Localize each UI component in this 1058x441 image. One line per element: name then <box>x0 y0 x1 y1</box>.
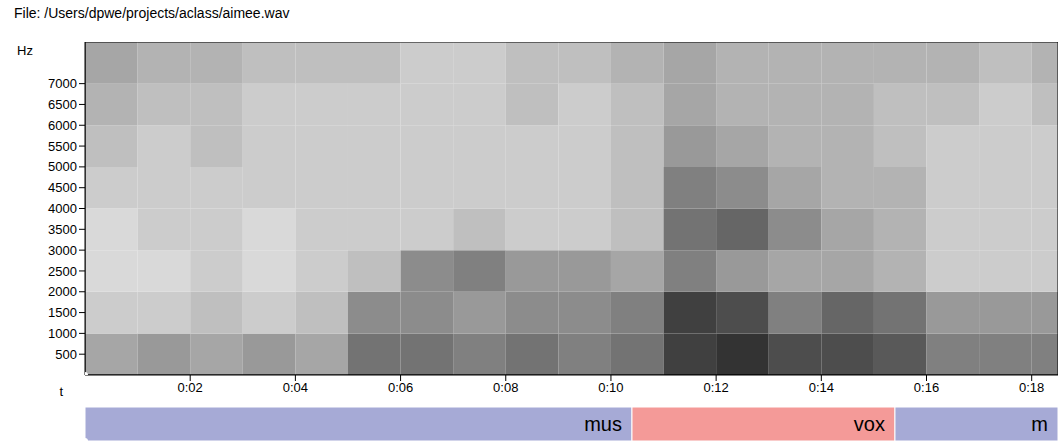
svg-text:mus: mus <box>584 413 622 435</box>
svg-text:0:08: 0:08 <box>493 380 518 395</box>
svg-text:0:18: 0:18 <box>1019 380 1044 395</box>
svg-text:0:10: 0:10 <box>598 380 623 395</box>
svg-text:0:12: 0:12 <box>703 380 728 395</box>
svg-text:5500: 5500 <box>48 139 77 154</box>
svg-text:0:16: 0:16 <box>914 380 939 395</box>
svg-text:0:04: 0:04 <box>283 380 308 395</box>
svg-text:0:14: 0:14 <box>809 380 834 395</box>
svg-text:6500: 6500 <box>48 97 77 112</box>
svg-text:7000: 7000 <box>48 76 77 91</box>
svg-text:4500: 4500 <box>48 180 77 195</box>
svg-text:1000: 1000 <box>48 326 77 341</box>
svg-text:2500: 2500 <box>48 264 77 279</box>
svg-text:vox: vox <box>854 413 885 435</box>
svg-text:0:02: 0:02 <box>178 380 203 395</box>
svg-text:3500: 3500 <box>48 222 77 237</box>
svg-text:5000: 5000 <box>48 159 77 174</box>
svg-text:1500: 1500 <box>48 305 77 320</box>
svg-text:3000: 3000 <box>48 243 77 258</box>
svg-text:2000: 2000 <box>48 284 77 299</box>
svg-text:m: m <box>1031 413 1048 435</box>
svg-text:500: 500 <box>55 347 77 362</box>
html-text:File: /Users/dpwe/projects/acl: File: /Users/dpwe/projects/aclass/aimee.… <box>14 5 290 21</box>
svg-text:0:06: 0:06 <box>388 380 413 395</box>
svg-text:Hz: Hz <box>17 43 33 58</box>
svg-text:t: t <box>59 384 63 399</box>
svg-text:6000: 6000 <box>48 118 77 133</box>
svg-text:4000: 4000 <box>48 201 77 216</box>
